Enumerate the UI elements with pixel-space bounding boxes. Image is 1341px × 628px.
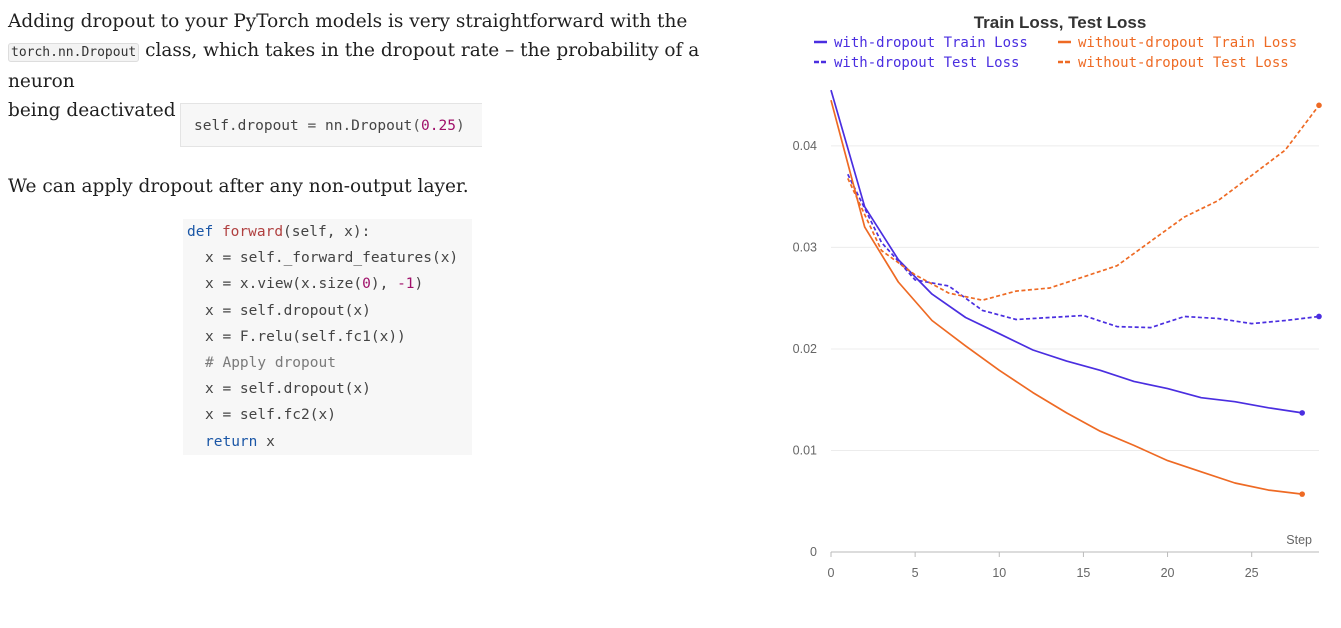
code-token: . <box>342 118 352 134</box>
intro-text-2: class, which takes in the dropout rate –… <box>8 40 700 92</box>
code-line: x = self._forward_features(x) <box>205 250 459 266</box>
code-token: x = x.view(x.size( <box>205 276 363 292</box>
intro-text-1: Adding dropout to your PyTorch models is… <box>8 11 688 32</box>
legend-label: with-dropout Train Loss <box>834 35 1028 51</box>
code-token: self <box>194 118 229 134</box>
code-keyword: return <box>205 434 258 450</box>
code-comment: # Apply dropout <box>205 355 336 371</box>
code-token: dropout <box>237 118 299 134</box>
code-line: return x <box>205 434 275 450</box>
code-token: ) <box>455 118 465 134</box>
y-axis: 0 0.01 0.02 0.03 0.04 <box>793 139 817 559</box>
y-tick-label: 0.03 <box>793 240 817 254</box>
series-end-point-3 <box>1316 102 1322 109</box>
code-line: x = self.dropout(x) <box>205 381 371 397</box>
legend-label: with-dropout Test Loss <box>834 55 1019 71</box>
code-line: def forward(self, x): <box>187 224 370 240</box>
x-tick-label: 5 <box>912 566 919 580</box>
code-block-dropout: self.dropout = nn.Dropout(0.25) <box>180 103 482 147</box>
chart-legend: with-dropout Train Loss with-dropout Test… <box>814 35 1297 71</box>
code-keyword: def <box>187 224 214 240</box>
code-line: x = F.relu(self.fc1(x)) <box>205 329 406 345</box>
code-block-forward: def forward(self, x): x = self._forward_… <box>183 219 472 455</box>
code-token: ( <box>412 118 422 134</box>
y-tick-label: 0.02 <box>793 342 817 356</box>
legend-label: without-dropout Test Loss <box>1078 55 1289 71</box>
series-end-point-1 <box>1316 313 1322 320</box>
x-tick-label: 0 <box>828 566 835 580</box>
series-line-1 <box>847 173 1320 329</box>
code-token: 0.25 <box>421 118 456 134</box>
code-line: x = self.dropout(x) <box>205 303 371 319</box>
x-tick-label: 20 <box>1161 566 1175 580</box>
y-tick-label: 0 <box>810 545 817 559</box>
code-token: Dropout <box>351 118 413 134</box>
series-line-3 <box>847 104 1320 302</box>
code-token: nn <box>324 118 343 134</box>
chart-grid <box>831 145 1319 451</box>
apply-dropout-paragraph: We can apply dropout after any non-outpu… <box>8 176 469 197</box>
loss-chart: Train Loss, Test Loss with-dropout Train… <box>793 13 1322 580</box>
series-line-2 <box>830 99 1303 495</box>
legend-label: without-dropout Train Loss <box>1078 35 1297 51</box>
chart-title: Train Loss, Test Loss <box>974 13 1147 32</box>
code-token: x <box>257 434 275 450</box>
code-token: ), <box>370 276 398 292</box>
x-tick-label: 15 <box>1076 566 1090 580</box>
inline-code-dropout: torch.nn.Dropout <box>8 43 140 62</box>
code-line: self.dropout = nn.Dropout(0.25) <box>194 118 465 134</box>
series-line-0 <box>830 89 1303 414</box>
series-end-point-0 <box>1299 410 1305 416</box>
chart-series <box>830 89 1322 497</box>
code-token: ) <box>414 276 424 292</box>
code-number: -1 <box>397 276 415 292</box>
code-token: . <box>228 118 238 134</box>
x-tick-label: 10 <box>992 566 1006 580</box>
x-axis: 0 5 10 15 20 25 <box>828 551 1319 580</box>
code-token: = <box>298 118 325 134</box>
y-tick-label: 0.01 <box>793 443 817 457</box>
y-tick-label: 0.04 <box>793 139 817 153</box>
x-tick-label: 25 <box>1245 566 1259 580</box>
code-line: x = self.fc2(x) <box>205 407 336 423</box>
x-axis-label: Step <box>1286 533 1312 547</box>
series-end-point-2 <box>1299 491 1305 497</box>
code-line: x = x.view(x.size(0), -1) <box>205 276 423 292</box>
code-number: 0 <box>362 276 371 292</box>
code-function-name: forward <box>221 224 284 240</box>
code-token: (self, x): <box>283 224 371 240</box>
